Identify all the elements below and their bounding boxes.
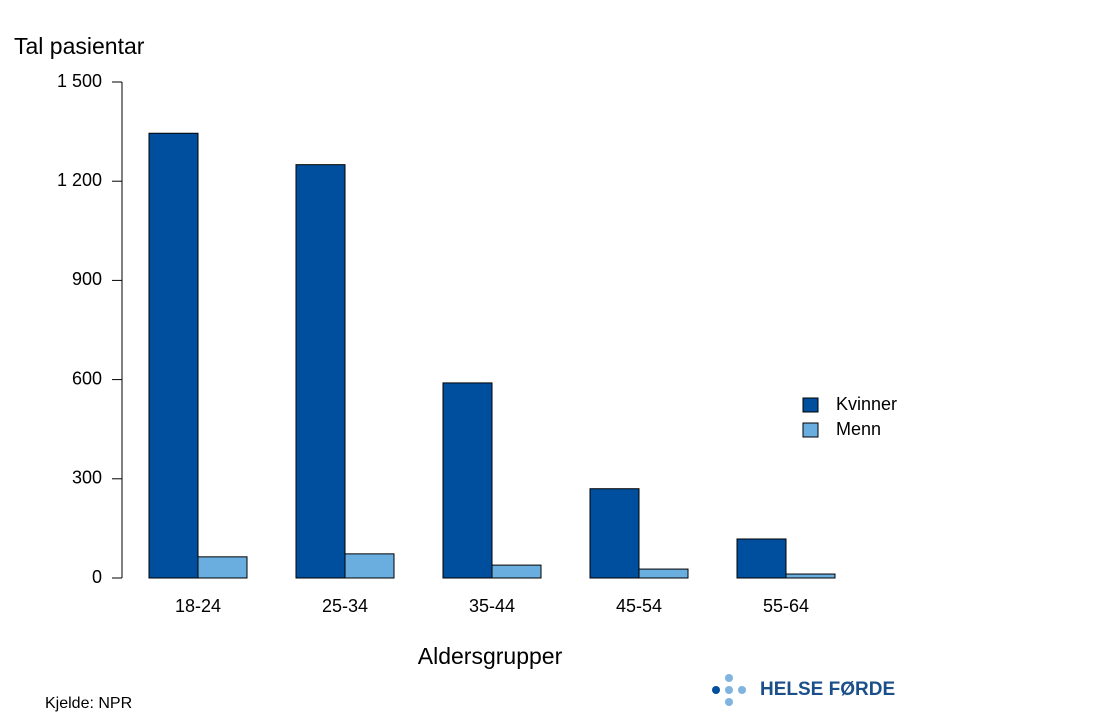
y-tick-label: 1 500 xyxy=(57,71,102,91)
x-tick-label: 45-54 xyxy=(616,596,662,616)
bar xyxy=(442,382,493,579)
x-tick-label: 35-44 xyxy=(469,596,515,616)
bar xyxy=(589,488,640,579)
bar xyxy=(736,538,787,579)
bar xyxy=(344,553,395,579)
bar xyxy=(638,568,689,579)
y-axis-title: Tal pasientar xyxy=(14,33,145,59)
bar xyxy=(148,132,199,579)
source: Kjelde: NPR xyxy=(45,695,132,712)
bar xyxy=(197,556,248,579)
logo-text: HELSE FØRDE xyxy=(760,679,895,700)
y-tick-label: 0 xyxy=(92,567,102,587)
x-tick-label: 25-34 xyxy=(322,596,368,616)
y-tick-label: 600 xyxy=(72,368,102,388)
y-tick-label: 900 xyxy=(72,269,102,289)
x-tick-label: 55-64 xyxy=(763,596,809,616)
x-axis-title: Aldersgrupper xyxy=(418,643,563,669)
x-tick-label: 18-24 xyxy=(175,596,221,616)
legend-swatch xyxy=(802,422,819,438)
y-tick-label: 300 xyxy=(72,468,102,488)
legend-label: Kvinner xyxy=(836,394,897,414)
logo: HELSE FØRDE xyxy=(712,674,895,706)
bar xyxy=(295,164,346,579)
y-tick-label: 1 200 xyxy=(57,170,102,190)
legend-label: Menn xyxy=(836,419,881,439)
bar xyxy=(785,573,836,579)
bar xyxy=(491,564,542,579)
legend-swatch xyxy=(802,397,819,413)
